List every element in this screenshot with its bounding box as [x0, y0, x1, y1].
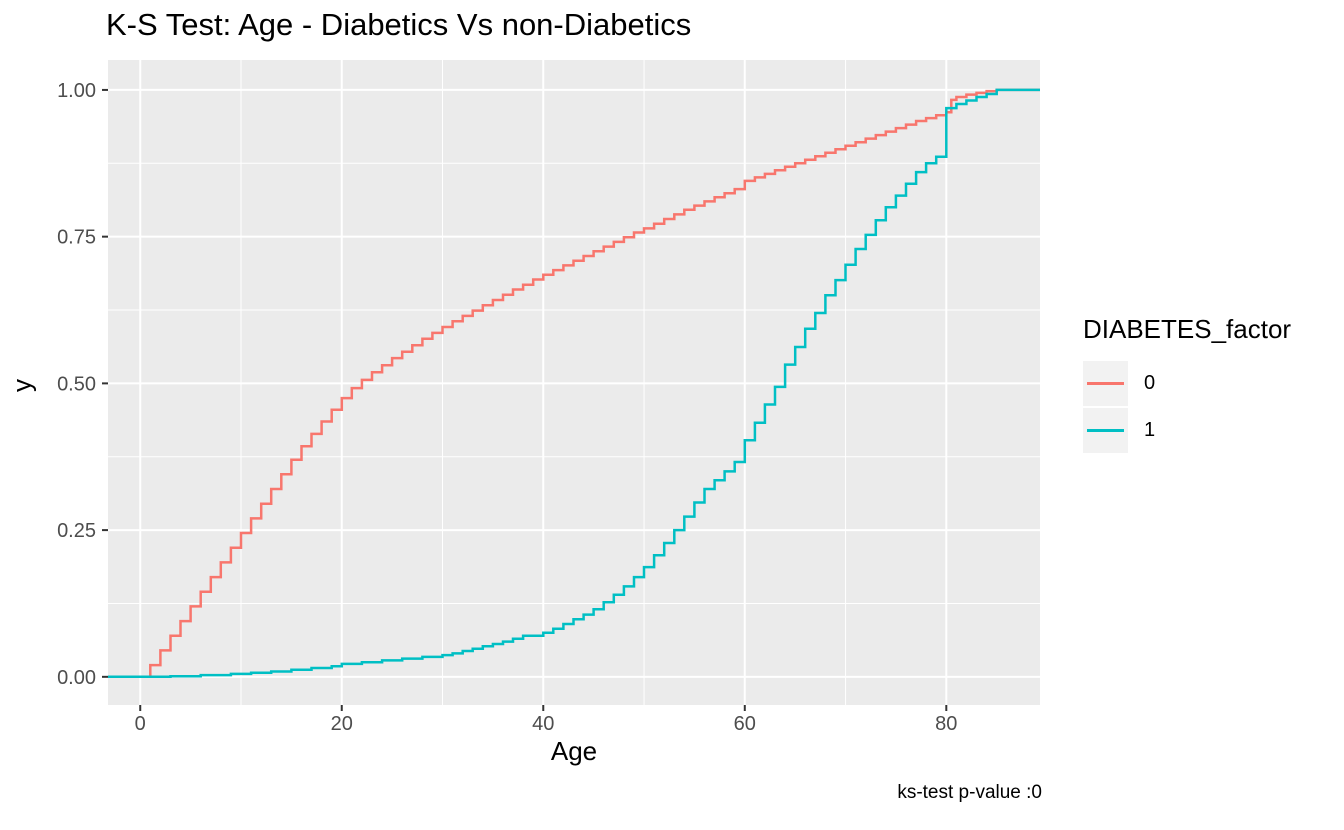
legend-item-1: 1 — [1083, 408, 1341, 453]
legend-item-label: 0 — [1144, 372, 1156, 394]
legend-key-swatch — [1083, 361, 1128, 406]
series-line-0 — [108, 88, 1040, 679]
x-tick-label: 40 — [532, 713, 554, 735]
page-title: K-S Test: Age - Diabetics Vs non-Diabeti… — [106, 7, 692, 42]
y-tick-label: 0.00 — [57, 667, 96, 689]
x-axis-title: Age — [550, 736, 598, 766]
y-tick-label: 0.50 — [57, 373, 96, 395]
y-tick-label: 0.75 — [57, 227, 96, 249]
y-tick-label: 0.25 — [57, 520, 96, 542]
legend-key-line-icon — [1087, 429, 1124, 432]
y-axis-title: y — [6, 379, 37, 392]
x-tick-label: 0 — [135, 713, 146, 735]
legend-key-swatch — [1083, 408, 1128, 453]
x-tick-label: 60 — [734, 713, 756, 735]
legend-item-label: 1 — [1144, 419, 1156, 441]
legend-item-0: 0 — [1083, 361, 1341, 406]
caption-ks-pvalue: ks-test p-value :0 — [897, 782, 1042, 803]
y-tick-label: 1.00 — [57, 80, 96, 102]
legend-key-line-icon — [1087, 382, 1124, 385]
x-tick-label: 20 — [331, 713, 353, 735]
x-tick-label: 80 — [935, 713, 957, 735]
series-line-1 — [108, 88, 1040, 679]
legend-title: DIABETES_factor — [1083, 314, 1292, 344]
